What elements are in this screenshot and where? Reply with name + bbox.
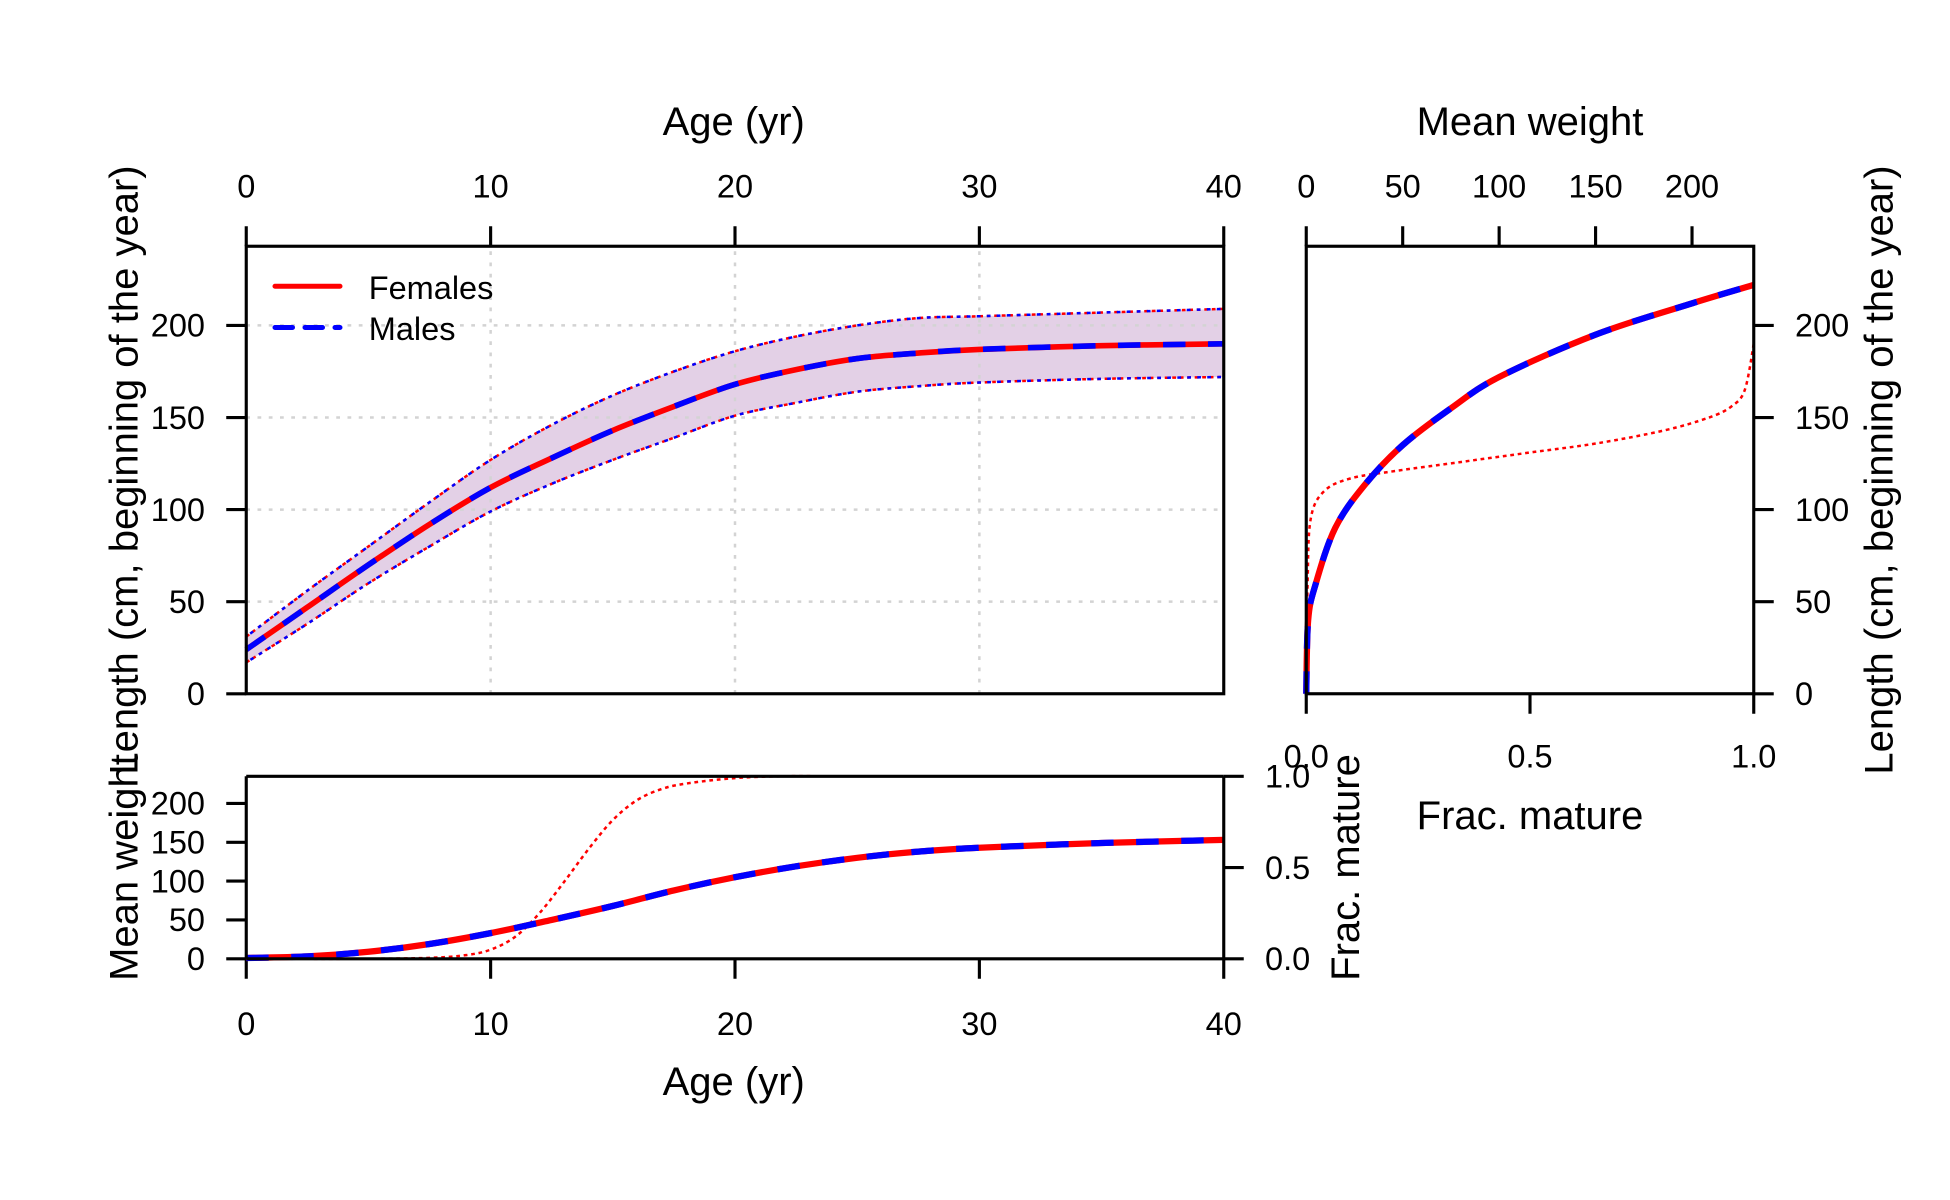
weight-at-age-line-males xyxy=(246,836,1224,962)
age-x-tick-label: 40 xyxy=(1206,1006,1242,1042)
weight-y-tick-label: 200 xyxy=(151,786,205,822)
weight-tick-label: 150 xyxy=(1568,169,1622,205)
left-length-axis-title: Length (cm, beginning of the year) xyxy=(103,165,147,774)
age-x-tick-label: 0 xyxy=(237,1006,255,1042)
x-tick-label-top: 20 xyxy=(717,169,753,205)
panel-frame-length-at-age xyxy=(244,244,1226,696)
y-tick-label: 150 xyxy=(151,400,205,436)
weight-tick-label: 0 xyxy=(1297,169,1315,205)
maturity-y-tick-label: 1.0 xyxy=(1265,759,1310,795)
y-tick-label: 100 xyxy=(151,492,205,528)
length-tick-label-right: 50 xyxy=(1795,584,1831,620)
bottom-age-axis-title: Age (yr) xyxy=(663,1060,805,1104)
series-males-upper-bound xyxy=(245,307,1224,638)
weight-y-tick-label: 50 xyxy=(169,902,205,938)
weight-tick-label: 200 xyxy=(1665,169,1719,205)
maturity-at-length-line xyxy=(1305,343,1755,694)
weight-tick-label: 100 xyxy=(1472,169,1526,205)
maturity-y-tick-label: 0.5 xyxy=(1265,850,1310,886)
series-males-lower-bound xyxy=(245,375,1224,664)
age-x-tick-label: 10 xyxy=(473,1006,509,1042)
top-weight-axis-title: Mean weight xyxy=(1417,100,1644,144)
y-tick-label: 0 xyxy=(187,676,205,712)
right-length-axis-title: Length (cm, beginning of the year) xyxy=(1858,165,1902,774)
age-x-tick-label: 20 xyxy=(717,1006,753,1042)
x-tick-label-top: 10 xyxy=(473,169,509,205)
series-females-lower-bound xyxy=(245,375,1224,664)
frac-mature-tick-label: 0.0 xyxy=(1284,739,1329,775)
frac-mature-right-axis-title: Frac. mature xyxy=(1324,754,1368,981)
maturity-y-tick-label: 0.0 xyxy=(1265,941,1310,977)
frac-mature-axis-title: Frac. mature xyxy=(1417,794,1644,838)
y-tick-label: 50 xyxy=(169,584,205,620)
mean-weight-axis-title: Mean weight xyxy=(103,754,147,981)
x-tick-label-top: 0 xyxy=(237,169,255,205)
weight-length-line-females xyxy=(1303,281,1755,694)
frac-mature-tick-label: 0.5 xyxy=(1507,739,1552,775)
panel-frame-length-weight xyxy=(1304,244,1756,696)
confidence-band xyxy=(246,308,1224,663)
weight-at-age-line-females xyxy=(246,836,1224,962)
legend-label-females: Females xyxy=(369,270,494,306)
weight-tick-label: 50 xyxy=(1385,169,1421,205)
x-tick-label-top: 30 xyxy=(961,169,997,205)
weight-y-tick-label: 150 xyxy=(151,825,205,861)
weight-y-tick-label: 0 xyxy=(187,941,205,977)
top-age-axis-title: Age (yr) xyxy=(663,100,805,144)
length-tick-label-right: 100 xyxy=(1795,492,1849,528)
frac-mature-tick-label: 1.0 xyxy=(1731,739,1776,775)
y-tick-label: 200 xyxy=(151,308,205,344)
length-tick-label-right: 200 xyxy=(1795,308,1849,344)
maturity-at-age-line xyxy=(246,774,1224,961)
series-males-mean-line xyxy=(244,341,1224,652)
legend: Females Males xyxy=(272,270,494,347)
x-tick-label-top: 40 xyxy=(1206,169,1242,205)
legend-label-males: Males xyxy=(369,311,456,347)
weight-length-line-males xyxy=(1303,281,1755,694)
weight-y-tick-label: 100 xyxy=(151,863,205,899)
length-tick-label-right: 150 xyxy=(1795,400,1849,436)
length-tick-label-right: 0 xyxy=(1795,676,1813,712)
age-x-tick-label: 30 xyxy=(961,1006,997,1042)
